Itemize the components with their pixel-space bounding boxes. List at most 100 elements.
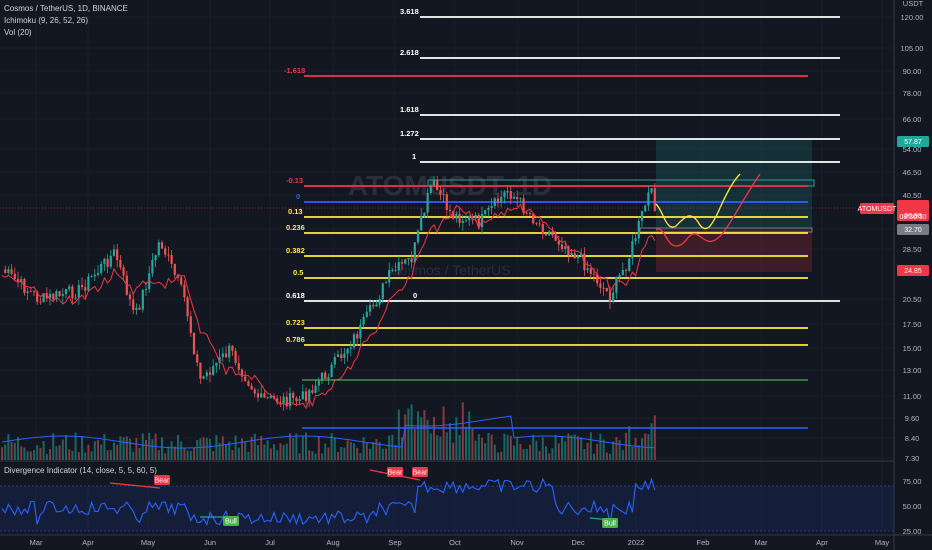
- candle-body: [285, 396, 288, 407]
- volume-bar: [250, 436, 253, 460]
- candle-body: [314, 385, 317, 393]
- volume-bar: [45, 453, 48, 460]
- volume-bar: [26, 451, 29, 460]
- time-tick-label: May: [875, 538, 889, 547]
- candle-body: [330, 364, 333, 378]
- volume-bar: [554, 434, 557, 460]
- candle-body: [183, 284, 186, 298]
- volume-bar: [58, 445, 61, 460]
- price-tick-label: 28.50: [903, 245, 922, 254]
- volume-bar: [65, 434, 67, 460]
- volume-bar: [650, 423, 653, 460]
- candle-body: [640, 211, 644, 221]
- volume-bar: [61, 439, 64, 460]
- volume-bar: [327, 447, 330, 460]
- candle-body: [151, 260, 154, 274]
- candle-body: [410, 257, 413, 263]
- candle-body: [324, 372, 327, 379]
- volume-bar: [49, 448, 51, 460]
- volume-bar: [199, 438, 202, 460]
- rsi-band: [0, 486, 894, 531]
- candle-body: [448, 210, 452, 212]
- candle-body: [103, 258, 106, 264]
- candle-body: [528, 212, 532, 215]
- rsi-axis[interactable]: 75.00 50.00 25.00: [903, 477, 922, 536]
- volume-bar: [196, 439, 199, 460]
- candle-body: [192, 332, 196, 355]
- candle-body: [234, 350, 237, 364]
- fibonacci-levels[interactable]: 3.618 2.618 -1.618 1.618 1.272 1 -0.13 0 0.13 0.2…: [284, 7, 840, 346]
- time-tick-label: Jun: [204, 538, 216, 547]
- volume-bar: [570, 435, 573, 460]
- candle-body: [554, 235, 557, 241]
- candle-body: [4, 269, 7, 274]
- time-axis[interactable]: Mar Apr May Jun Jul Aug Sep Oct Nov Dec 2022 Feb Mar…: [30, 538, 890, 547]
- legend-volume[interactable]: Vol (20): [4, 28, 32, 37]
- volume-bar: [129, 438, 131, 460]
- price-tick-label: 7.30: [905, 454, 920, 463]
- divergence-tag-label: Bear: [155, 478, 170, 485]
- legend-divergence[interactable]: Divergence Indicator (14, close, 5, 5, 6…: [4, 466, 157, 475]
- candle-body: [384, 282, 388, 284]
- volume-bar: [471, 429, 474, 460]
- volume-bar: [330, 433, 333, 460]
- candle-body: [42, 293, 45, 303]
- legend-symbol[interactable]: Cosmos / TetherUS, 1D, BINANCE: [4, 4, 128, 13]
- candle-body: [295, 398, 298, 402]
- volume-bar: [381, 448, 384, 460]
- candle-body: [58, 291, 61, 296]
- price-tag-symbol-text: ATOMUSDT: [858, 206, 897, 213]
- candle-body: [548, 231, 551, 236]
- volume-bar: [202, 437, 205, 460]
- volume-bar: [97, 439, 99, 460]
- stop-zone[interactable]: [656, 230, 812, 272]
- candle-body: [45, 293, 48, 299]
- candle-body: [631, 241, 634, 259]
- volume-bar: [388, 435, 391, 460]
- candle-body: [228, 345, 231, 358]
- price-tag-level-a-text: 32.70: [904, 227, 922, 234]
- candle-body: [61, 294, 64, 296]
- volume-bar: [212, 451, 215, 460]
- volume-bar: [490, 434, 493, 460]
- volume-bar: [228, 441, 231, 460]
- volume-bar: [625, 432, 627, 460]
- volume-bar: [506, 434, 509, 460]
- volume-bar: [298, 453, 301, 460]
- time-tick-label: Jul: [265, 538, 275, 547]
- divergence-tag: [602, 518, 618, 528]
- volume-bar: [81, 435, 83, 460]
- projection-path-yellow[interactable]: [655, 173, 741, 230]
- volume-bar: [573, 434, 576, 460]
- volume-bar: [589, 432, 592, 460]
- volume-bar: [161, 437, 163, 460]
- candle-body: [282, 396, 285, 404]
- candle-body: [461, 220, 464, 223]
- volume-bar: [209, 438, 211, 460]
- fib-level-label: 1: [412, 152, 416, 161]
- volume-bar: [583, 448, 586, 460]
- candle-body: [628, 258, 631, 271]
- fib-level-label: 0.382: [286, 246, 305, 255]
- projection-path-red[interactable]: [655, 173, 761, 247]
- legend-ichimoku[interactable]: Ichimoku (9, 26, 52, 26): [4, 16, 89, 25]
- candle-body: [602, 287, 605, 289]
- candle-body: [477, 214, 480, 228]
- volume-bar: [4, 444, 7, 460]
- time-tick-label: Mar: [30, 538, 43, 547]
- price-axis[interactable]: 120.00 105.00 90.00 78.00 66.00 54.00 46.50 40.…: [901, 13, 924, 463]
- volume-bar: [449, 423, 451, 460]
- candle-body: [10, 269, 13, 274]
- volume-bar: [138, 447, 141, 460]
- candle-body: [29, 291, 32, 293]
- candle-body: [551, 231, 554, 236]
- candle-body: [458, 213, 461, 223]
- volume-bar: [295, 433, 298, 460]
- candle-body: [381, 283, 384, 299]
- candle-body: [516, 196, 519, 199]
- volume-ma-line: [1, 415, 655, 449]
- volume-bar: [391, 434, 394, 460]
- candle-body: [144, 289, 148, 291]
- watermark-name: Cosmos / TetherUS: [389, 262, 510, 278]
